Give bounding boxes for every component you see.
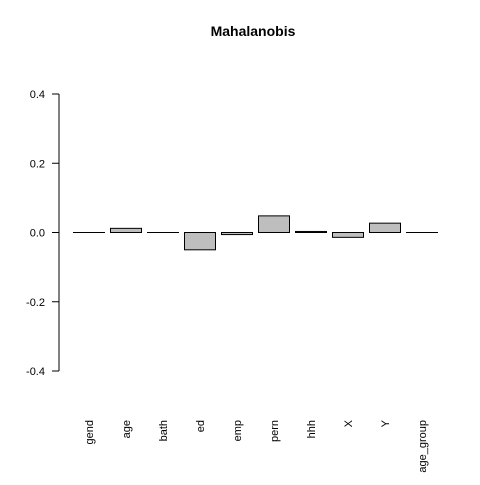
y-tick-label: 0.0 (30, 228, 45, 240)
x-tick-label: age_group (417, 420, 429, 473)
y-tick-label: 0.2 (30, 158, 45, 170)
chart-title: Mahalanobis (211, 23, 296, 39)
y-tick-label: -0.2 (26, 297, 45, 309)
y-tick-label: 0.4 (30, 89, 45, 101)
x-tick-label: pern (269, 420, 281, 442)
x-tick-label: ed (195, 420, 207, 432)
y-axis: -0.4 -0.2 0.0 0.2 0.4 (26, 89, 59, 378)
x-tick-label: bath (158, 420, 170, 441)
x-tick-label: hhh (306, 420, 318, 438)
bars-group (74, 216, 438, 250)
x-tick-label: emp (232, 420, 244, 441)
bar-ed (185, 233, 216, 250)
bar-pern (259, 216, 290, 233)
x-tick-label: age (121, 420, 133, 438)
y-tick-label: -0.4 (26, 366, 45, 378)
bar-Y (370, 223, 401, 232)
bar-age (111, 228, 142, 232)
x-tick-label: X (343, 419, 355, 427)
x-tick-label: gend (84, 420, 96, 444)
x-tick-label: Y (380, 419, 392, 427)
bar-hhh (296, 231, 327, 232)
bar-emp (222, 233, 253, 235)
bar-X (333, 233, 364, 238)
